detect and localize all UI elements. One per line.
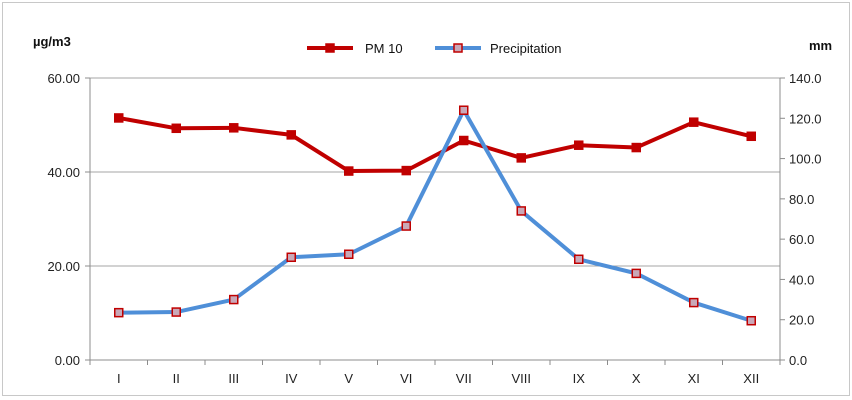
right-tick-label: 20.0	[789, 313, 814, 328]
right-tick-label: 140.0	[789, 71, 822, 86]
x-tick-label: VI	[400, 371, 412, 386]
precipitation-point	[229, 294, 239, 305]
pm-10-point	[171, 123, 181, 134]
x-tick-label: XI	[688, 371, 700, 386]
pm-10-point	[746, 131, 756, 142]
axes: 0.00 20.00 40.00 60.00 0.0 20.0 40.0 60.0 80.0 10…	[47, 71, 821, 386]
legend-marker-pm-10	[325, 43, 335, 53]
precipitation-point	[459, 105, 469, 115]
pm-10-point	[459, 135, 469, 146]
pm-10-point	[516, 153, 526, 163]
precipitation-point	[516, 206, 526, 216]
right-tick-label: 80.0	[789, 192, 814, 207]
precipitation-point	[689, 297, 699, 308]
pm-10-point	[574, 140, 584, 150]
precipitation-point	[631, 268, 641, 279]
chart-svg: 0.00 20.00 40.00 60.00 0.0 20.0 40.0 60.0 80.0 10…	[33, 34, 832, 386]
precipitation-point	[171, 307, 181, 317]
pm-10-point	[114, 113, 124, 123]
x-tick-label: VII	[456, 371, 472, 386]
pm-10-point	[344, 166, 354, 176]
pm-10-series-line	[116, 115, 754, 174]
left-tick-label: 60.00	[47, 71, 80, 86]
pm-10-point	[631, 142, 641, 153]
x-tick-label: III	[228, 371, 239, 386]
x-tick-label: II	[173, 371, 180, 386]
precipitation-point	[574, 254, 584, 265]
legend-label-precipitation: Precipitation	[490, 41, 562, 56]
x-tick-label: V	[344, 371, 353, 386]
x-tick-label: IX	[573, 371, 586, 386]
right-tick-label: 60.0	[789, 232, 814, 247]
series	[114, 105, 756, 326]
right-axis-unit-label: mm	[809, 38, 832, 53]
precipitation-point	[746, 315, 756, 326]
legend: PM 10 Precipitation	[307, 41, 562, 56]
precipitation-series-line	[116, 108, 754, 323]
pm-10-point	[401, 165, 411, 176]
pm-10-point	[286, 130, 296, 140]
x-tick-label: X	[632, 371, 641, 386]
legend-marker-precipitation	[453, 43, 463, 53]
left-axis-unit-label: µg/m3	[33, 34, 71, 49]
left-tick-label: 20.00	[47, 259, 80, 274]
x-tick-label: VIII	[511, 371, 531, 386]
right-tick-label: 120.0	[789, 111, 822, 126]
precipitation-point	[401, 221, 411, 231]
right-tick-label: 100.0	[789, 152, 822, 167]
left-tick-label: 40.00	[47, 165, 80, 180]
precipitation-point	[286, 252, 296, 263]
x-tick-label: I	[117, 371, 121, 386]
precipitation-point	[114, 307, 124, 318]
pm-10-point	[689, 117, 699, 127]
pm-10-point	[229, 123, 239, 133]
legend-label-pm-10: PM 10	[365, 41, 403, 56]
right-tick-label: 0.0	[789, 353, 807, 368]
x-tick-label: IV	[285, 371, 298, 386]
right-tick-label: 40.0	[789, 272, 814, 287]
gridlines	[90, 77, 780, 361]
x-tick-label: XII	[743, 371, 759, 386]
left-tick-label: 0.00	[55, 353, 80, 368]
precipitation-point	[344, 249, 354, 259]
